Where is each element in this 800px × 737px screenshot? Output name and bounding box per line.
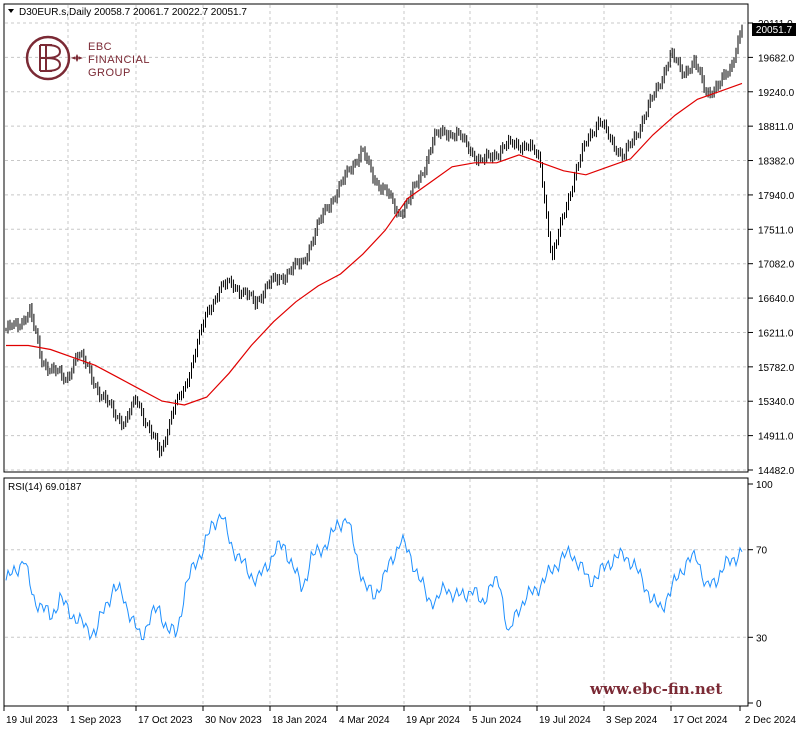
price-panel-frame <box>3 3 749 473</box>
current-price-box <box>752 23 796 36</box>
x-tick-label: 30 Nov 2023 <box>205 715 262 726</box>
rsi-y-axis: 100 70 30 0 <box>748 480 773 710</box>
rsi-grid <box>5 479 747 705</box>
x-tick-label: 2 Dec 2024 <box>745 715 797 726</box>
ebc-logo: EBC FINANCIAL GROUP <box>25 35 150 81</box>
x-tick-label: 19 Apr 2024 <box>406 715 460 726</box>
rsi-y-tick-label: 0 <box>756 699 762 710</box>
current-price-label: 20051.7 <box>756 25 793 36</box>
price-y-tick-label: 18811.0 <box>758 122 794 133</box>
watermark: www.ebc-fin.net <box>589 680 722 698</box>
x-tick-label: 17 Oct 2024 <box>673 715 728 726</box>
x-tick-label: 4 Mar 2024 <box>339 715 390 726</box>
price-y-tick-label: 15782.0 <box>758 363 795 374</box>
price-bars <box>5 24 743 458</box>
x-tick-label: 17 Oct 2023 <box>138 715 193 726</box>
price-grid <box>5 5 747 471</box>
price-y-tick-label: 16211.0 <box>758 328 794 339</box>
x-tick-label: 3 Sep 2024 <box>606 715 658 726</box>
rsi-line <box>5 513 743 641</box>
x-tick-label: 5 Jun 2024 <box>472 715 522 726</box>
x-tick-label: 19 Jul 2023 <box>6 715 58 726</box>
logo-text-line2: FINANCIAL <box>88 54 150 66</box>
price-y-tick-label: 17082.0 <box>758 260 795 271</box>
price-y-tick-label: 14911.0 <box>758 432 794 443</box>
rsi-y-tick-label: 100 <box>756 480 773 491</box>
x-axis: 19 Jul 2023 1 Sep 2023 17 Oct 2023 30 Nov 2… <box>3 706 797 726</box>
logo-text-line3: GROUP <box>88 67 131 79</box>
symbol-info: D30EUR.s,Daily 20058.7 20061.7 20022.7 2… <box>19 7 247 18</box>
price-y-tick-label: 19682.0 <box>758 53 795 64</box>
logo-circle-icon <box>25 35 71 81</box>
price-y-tick-label: 15340.0 <box>758 397 795 408</box>
logo-mark-icon <box>39 44 62 72</box>
rsi-y-tick-label: 30 <box>756 633 768 644</box>
x-tick-label: 19 Jul 2024 <box>539 715 591 726</box>
price-y-tick-label: 19240.0 <box>758 88 795 99</box>
price-y-tick-label: 17511.0 <box>758 225 794 236</box>
price-y-axis: 20111.019682.019240.018811.018382.017940… <box>748 19 795 477</box>
logo-text-line1: EBC <box>88 41 112 53</box>
price-y-tick-label: 14482.0 <box>758 466 795 477</box>
x-tick-label: 18 Jan 2024 <box>272 715 327 726</box>
rsi-info: RSI(14) 69.0187 <box>8 482 82 493</box>
chevron-down-icon[interactable] <box>8 9 14 13</box>
logo-star-icon <box>71 54 83 62</box>
x-tick-label: 1 Sep 2023 <box>70 715 122 726</box>
moving-average-line <box>6 82 743 406</box>
price-y-tick-label: 18382.0 <box>758 157 795 168</box>
rsi-y-tick-label: 70 <box>756 546 768 557</box>
price-y-tick-label: 16640.0 <box>758 294 795 305</box>
price-y-tick-label: 17940.0 <box>758 191 795 202</box>
